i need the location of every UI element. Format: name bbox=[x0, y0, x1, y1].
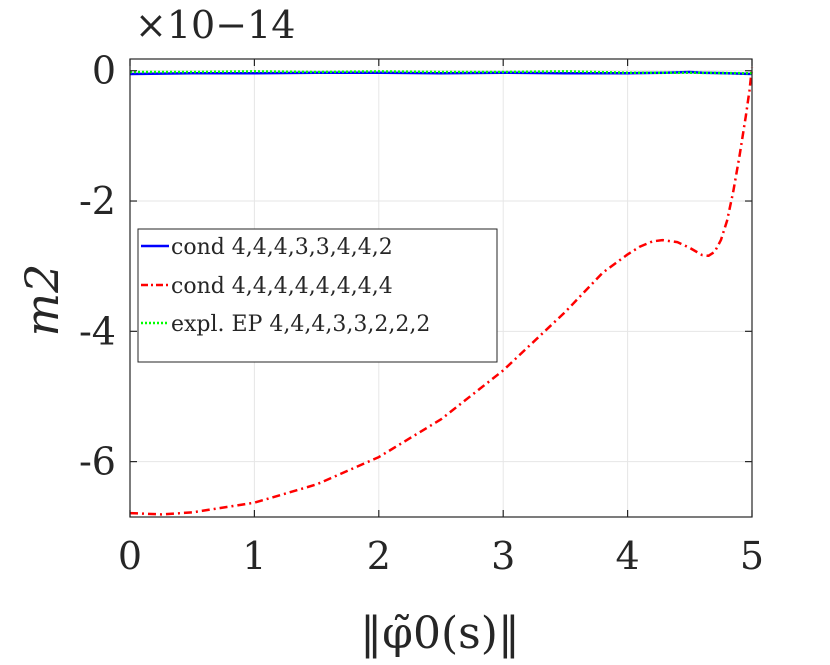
x-tick-label: 5 bbox=[740, 534, 764, 578]
legend-box bbox=[137, 228, 498, 363]
series-line-2 bbox=[129, 67, 754, 516]
y-tick-label: -2 bbox=[79, 179, 116, 223]
y-tick-label: -6 bbox=[79, 440, 116, 484]
legend: cond 4,4,4,3,3,4,4,2 cond 4,4,4,4,4,4,4,… bbox=[137, 228, 498, 363]
legend-entry-2: cond 4,4,4,4,4,4,4,4 bbox=[171, 274, 393, 299]
legend-entry-1: cond 4,4,4,3,3,4,4,2 bbox=[171, 235, 393, 260]
x-axis-label: ‖φ̃0(s)‖ bbox=[360, 608, 520, 659]
x-tick-label: 4 bbox=[616, 534, 640, 578]
y-tick-label: -4 bbox=[79, 309, 116, 353]
x-tick-label: 1 bbox=[242, 534, 266, 578]
y-tick-label: 0 bbox=[92, 49, 116, 93]
axis-ticks: 0 1 2 3 4 5 0 -2 -4 -6 bbox=[79, 49, 764, 578]
legend-entry-3: expl. EP 4,4,4,3,3,2,2,2 bbox=[171, 312, 430, 337]
y-axis-label: m2 bbox=[15, 264, 69, 337]
x-tick-label: 0 bbox=[118, 534, 142, 578]
series-line-1 bbox=[129, 70, 753, 76]
plot-frame bbox=[129, 58, 753, 518]
x-tick-label: 3 bbox=[491, 534, 515, 578]
x-tick-label: 2 bbox=[367, 534, 391, 578]
plot-series bbox=[129, 67, 754, 516]
y-axis-exponent: ×10−14 bbox=[135, 3, 295, 47]
